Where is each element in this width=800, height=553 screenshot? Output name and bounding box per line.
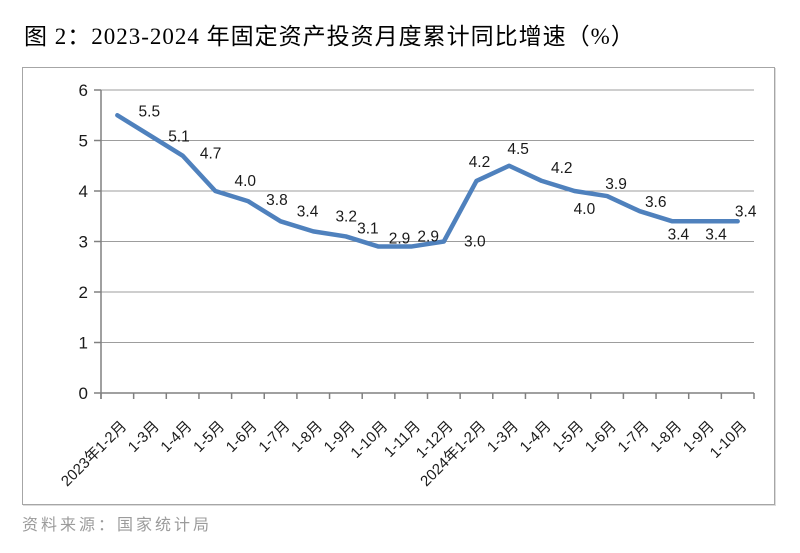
svg-text:2023年1-2月: 2023年1-2月 bbox=[58, 418, 130, 490]
svg-text:3: 3 bbox=[79, 233, 88, 252]
svg-text:4.0: 4.0 bbox=[574, 201, 596, 218]
svg-text:5.1: 5.1 bbox=[168, 128, 190, 145]
svg-text:1-5月: 1-5月 bbox=[190, 418, 228, 456]
svg-text:4.5: 4.5 bbox=[507, 141, 529, 158]
svg-text:1-4月: 1-4月 bbox=[517, 418, 555, 456]
svg-text:1-8月: 1-8月 bbox=[288, 418, 326, 456]
svg-text:2.9: 2.9 bbox=[389, 231, 411, 248]
svg-text:1-7月: 1-7月 bbox=[255, 418, 293, 456]
svg-text:1-6月: 1-6月 bbox=[223, 418, 261, 456]
svg-text:2.9: 2.9 bbox=[417, 229, 439, 246]
svg-text:5: 5 bbox=[79, 132, 88, 151]
chart-area: 0 1 2 3 4 5 6 2023年1-2月 1-3月 1-4月 1-5月 1-6月 1-7月 1-8月… bbox=[22, 67, 775, 505]
svg-text:4.2: 4.2 bbox=[469, 154, 491, 171]
svg-text:5.5: 5.5 bbox=[139, 103, 161, 120]
svg-text:1-6月: 1-6月 bbox=[582, 418, 620, 456]
svg-text:3.0: 3.0 bbox=[464, 234, 486, 251]
svg-text:3.2: 3.2 bbox=[335, 208, 357, 225]
axes bbox=[94, 89, 755, 399]
svg-text:4.2: 4.2 bbox=[551, 160, 573, 177]
svg-text:4: 4 bbox=[79, 182, 88, 201]
svg-text:1-3月: 1-3月 bbox=[125, 418, 163, 456]
svg-text:3.6: 3.6 bbox=[645, 194, 667, 211]
chart-title: 图 2：2023-2024 年固定资产投资月度累计同比增速（%） bbox=[24, 24, 635, 49]
svg-text:1-4月: 1-4月 bbox=[157, 418, 195, 456]
svg-text:1-7月: 1-7月 bbox=[615, 418, 653, 456]
svg-text:6: 6 bbox=[79, 81, 88, 100]
svg-text:1: 1 bbox=[79, 334, 88, 353]
x-axis-labels: 2023年1-2月1-3月1-4月1-5月1-6月1-7月1-8月1-9月1-1… bbox=[58, 418, 751, 490]
svg-text:3.4: 3.4 bbox=[735, 203, 757, 220]
source-note: 资料来源：国家统计局 bbox=[22, 517, 213, 534]
line-chart: 01234562023年1-2月1-3月1-4月1-5月1-6月1-7月1-8月… bbox=[58, 81, 757, 490]
svg-text:3.4: 3.4 bbox=[705, 226, 727, 243]
y-axis-labels: 0 1 2 3 4 5 6 bbox=[79, 81, 88, 403]
svg-text:3.9: 3.9 bbox=[605, 176, 627, 193]
series-line bbox=[115, 113, 740, 249]
svg-text:3.1: 3.1 bbox=[357, 220, 379, 237]
data-labels: 5.5 5.1 4.7 4.0 3.8 3.4 3.23.1 2.9 2.9 3.0 4.2 4.5 4… bbox=[139, 103, 757, 250]
svg-text:1-3月: 1-3月 bbox=[484, 418, 522, 456]
svg-text:1-10月: 1-10月 bbox=[347, 418, 391, 462]
svg-text:3.8: 3.8 bbox=[266, 192, 288, 209]
svg-text:2: 2 bbox=[79, 283, 88, 302]
svg-text:3.4: 3.4 bbox=[668, 226, 690, 243]
svg-text:4.7: 4.7 bbox=[200, 146, 222, 163]
svg-text:3.4: 3.4 bbox=[297, 203, 319, 220]
gridlines bbox=[101, 89, 754, 343]
svg-text:0: 0 bbox=[79, 384, 88, 403]
svg-text:1-5月: 1-5月 bbox=[549, 418, 587, 456]
svg-text:1-8月: 1-8月 bbox=[647, 418, 685, 456]
svg-text:4.0: 4.0 bbox=[234, 173, 256, 190]
svg-text:1-10月: 1-10月 bbox=[707, 418, 751, 462]
